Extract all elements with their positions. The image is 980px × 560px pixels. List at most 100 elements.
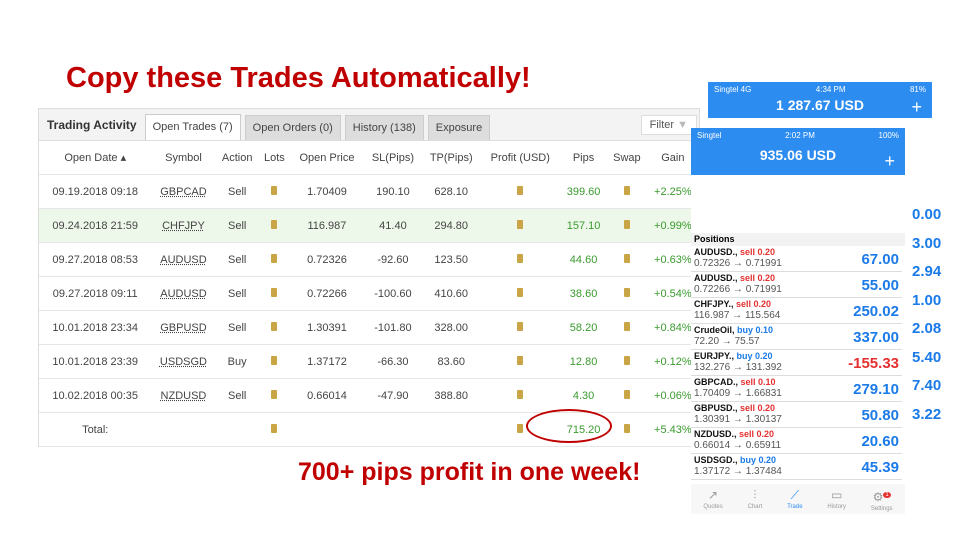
action: Buy bbox=[215, 344, 259, 379]
position-item[interactable]: CrudeOil, buy 0.10 72.20 → 75.57 337.00 bbox=[691, 324, 902, 350]
position-item[interactable]: AUDUSD., sell 0.20 0.72326 → 0.71991 67.00 bbox=[691, 246, 902, 272]
table-row: 09.24.2018 21:59 CHFJPY Sell 116.987 41.40 29… bbox=[39, 208, 699, 243]
partial-value: 7.40 bbox=[912, 377, 942, 394]
sl: 41.40 bbox=[363, 208, 422, 243]
tab-open-orders[interactable]: Open Orders (0) bbox=[244, 115, 341, 140]
tab-history[interactable]: History (138) bbox=[344, 115, 424, 140]
pips: 399.60 bbox=[559, 174, 608, 209]
tp: 83.60 bbox=[421, 344, 481, 379]
filter-label: Filter bbox=[649, 119, 675, 131]
lock-icon bbox=[517, 219, 524, 229]
position-item[interactable]: NZDUSD., sell 0.20 0.66014 → 0.65911 20.60 bbox=[691, 428, 902, 454]
lock-icon bbox=[623, 253, 630, 263]
symbol-link[interactable]: NZDUSD bbox=[160, 389, 207, 402]
pips: 157.10 bbox=[559, 208, 608, 243]
total-label: Total: bbox=[39, 412, 152, 447]
pips: 12.80 bbox=[559, 344, 608, 379]
position-item[interactable]: CHFJPY., sell 0.20 116.987 → 115.564 250.0… bbox=[691, 298, 902, 324]
carrier: Singtel 4G bbox=[714, 85, 752, 94]
lock-icon bbox=[623, 355, 630, 365]
partial-value: 5.40 bbox=[912, 348, 942, 366]
subline: 700+ pips profit in one week! bbox=[298, 458, 641, 486]
lock-icon bbox=[623, 185, 630, 195]
position-item[interactable]: EURJPY., buy 0.20 132.276 → 131.392 -155.3… bbox=[691, 350, 902, 376]
position-side: sell 0.20 bbox=[740, 403, 776, 413]
position-item[interactable]: USDSGD., buy 0.20 1.37172 → 1.37484 45.39 bbox=[691, 454, 902, 480]
lock-icon bbox=[623, 389, 630, 399]
lock-icon bbox=[271, 423, 278, 433]
nav-history[interactable]: ▭ History bbox=[827, 484, 846, 514]
symbol-link[interactable]: GBPUSD bbox=[160, 321, 207, 334]
pips: 38.60 bbox=[559, 276, 608, 311]
open-date: 10.01.2018 23:39 bbox=[39, 344, 152, 379]
lock-icon bbox=[517, 423, 524, 433]
pips: 4.30 bbox=[559, 378, 608, 413]
nav-label: Quotes bbox=[703, 504, 723, 510]
position-profit: 50.80 bbox=[861, 407, 899, 424]
filter-button[interactable]: Filter ▼ bbox=[640, 115, 697, 135]
battery: 100% bbox=[878, 131, 899, 140]
lock-icon bbox=[517, 287, 524, 297]
partial-value: 2.94 bbox=[912, 263, 942, 280]
pips: 58.20 bbox=[559, 310, 608, 345]
column-header: Action bbox=[215, 141, 259, 175]
action: Sell bbox=[215, 174, 259, 209]
position-prices: 72.20 → 75.57 bbox=[694, 336, 760, 347]
lock-icon bbox=[623, 219, 630, 229]
position-item[interactable]: GBPUSD., sell 0.20 1.30391 → 1.30137 50.80 bbox=[691, 402, 902, 428]
tab-open-trades[interactable]: Open Trades (7) bbox=[144, 114, 241, 140]
symbol-link[interactable]: GBPCAD bbox=[160, 185, 207, 198]
history-icon: ▭ bbox=[831, 488, 843, 502]
symbol-link[interactable]: CHFJPY bbox=[162, 219, 205, 232]
lock-icon bbox=[517, 185, 524, 195]
headline: Copy these Trades Automatically! bbox=[66, 62, 531, 94]
position-symbol: GBPCAD., bbox=[694, 377, 739, 387]
nav-trade[interactable]: ⟋ Trade bbox=[787, 484, 802, 514]
highlight-circle bbox=[526, 409, 612, 443]
plus-icon[interactable]: + bbox=[884, 151, 895, 171]
position-item[interactable]: GBPCAD., sell 0.10 1.70409 → 1.66831 279.1… bbox=[691, 376, 902, 402]
gain: +0.84% bbox=[646, 310, 699, 345]
column-header: Swap bbox=[607, 141, 647, 175]
tab-exposure[interactable]: Exposure bbox=[427, 115, 491, 140]
lock-icon bbox=[623, 321, 630, 331]
nav-quotes[interactable]: ↗ Quotes bbox=[703, 484, 722, 514]
nav-settings[interactable]: ⚙ 1 Settings bbox=[871, 484, 893, 514]
nav-chart[interactable]: ⫶ Chart bbox=[748, 484, 763, 514]
symbol-link[interactable]: AUDUSD bbox=[160, 253, 207, 266]
position-item[interactable]: AUDUSD., sell 0.20 0.72266 → 0.71991 55.00 bbox=[691, 272, 902, 298]
open-date: 10.02.2018 00:35 bbox=[39, 378, 152, 413]
tp: 410.60 bbox=[421, 276, 481, 311]
symbol-link[interactable]: USDSGD bbox=[159, 355, 207, 368]
settings-icon: ⚙ 1 bbox=[872, 490, 891, 504]
tp: 628.10 bbox=[421, 174, 481, 209]
position-profit: -155.33 bbox=[848, 355, 899, 372]
lock-icon bbox=[271, 321, 278, 331]
sl: -92.60 bbox=[363, 242, 422, 277]
action: Sell bbox=[215, 276, 259, 311]
table-row: 09.27.2018 09:11 AUDUSD Sell 0.72266 -100.60… bbox=[39, 276, 699, 311]
gain: +0.54% bbox=[646, 276, 699, 311]
phone-back-header: Singtel 4G 4:34 PM 81% 1 287.67 USD + bbox=[708, 82, 932, 118]
column-header: Profit (USD) bbox=[480, 141, 560, 175]
partial-value: 3.00 bbox=[912, 234, 942, 252]
position-prices: 132.276 → 131.392 bbox=[694, 362, 782, 373]
tp: 388.80 bbox=[421, 378, 481, 413]
position-symbol: AUDUSD., bbox=[694, 247, 738, 257]
positions-header: Positions bbox=[691, 233, 905, 246]
position-profit: 20.60 bbox=[861, 433, 899, 450]
gain: +0.06% bbox=[646, 378, 699, 413]
column-header: SL(Pips) bbox=[363, 141, 422, 175]
open-price: 0.72266 bbox=[289, 276, 364, 311]
position-prices: 1.30391 → 1.30137 bbox=[694, 414, 782, 425]
position-side: sell 0.20 bbox=[740, 273, 776, 283]
column-header[interactable]: Open Date ▴ bbox=[39, 141, 152, 175]
partial-value: 1.00 bbox=[912, 291, 942, 309]
phone-front: Singtel 2:02 PM 100% 935.06 USD + Position… bbox=[691, 128, 905, 484]
bottom-nav: ↗ Quotes ⫶ Chart ⟋ Trade ▭ History ⚙ 1 Settings bbox=[691, 484, 905, 514]
time: 4:34 PM bbox=[815, 85, 846, 94]
trade-icon: ⟋ bbox=[790, 488, 800, 502]
symbol-link[interactable]: AUDUSD bbox=[160, 287, 207, 300]
plus-icon[interactable]: + bbox=[911, 97, 922, 117]
position-profit: 67.00 bbox=[861, 251, 899, 268]
